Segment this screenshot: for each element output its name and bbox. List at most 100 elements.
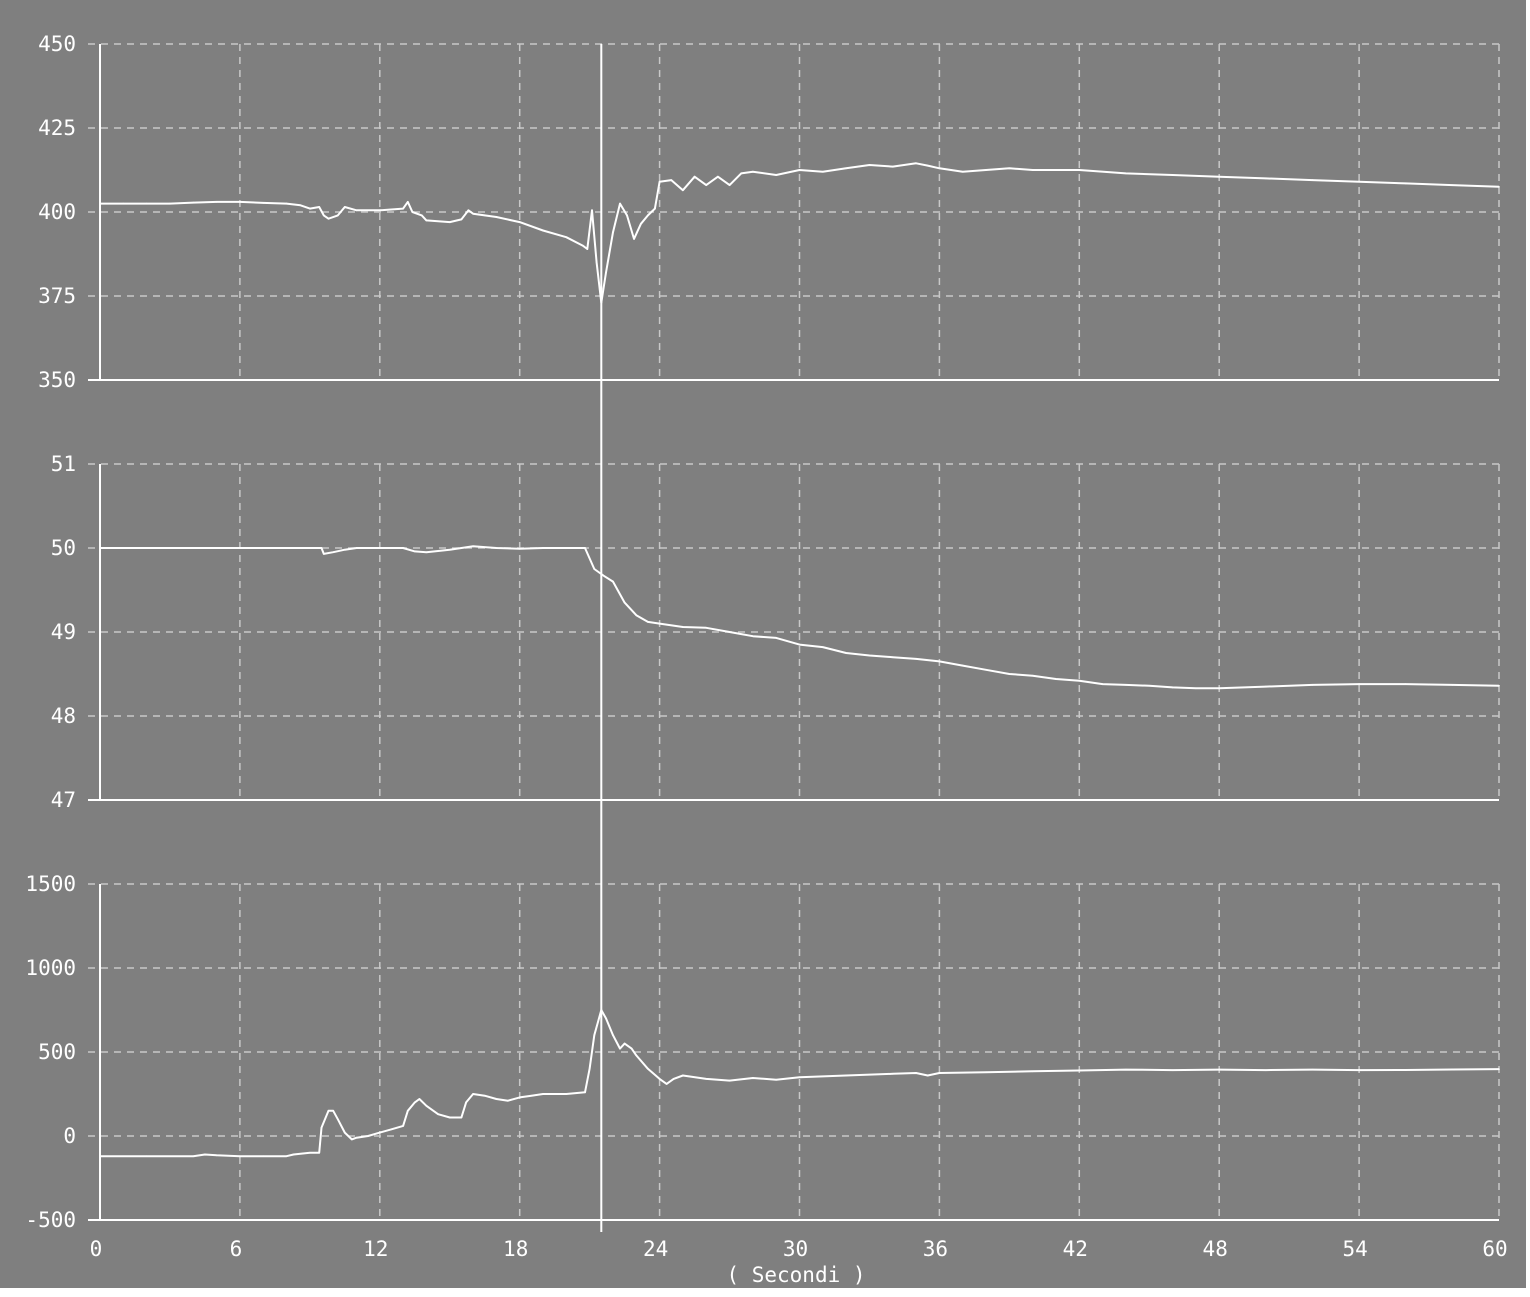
data-point [239, 1155, 241, 1157]
data-point [647, 1068, 649, 1070]
chart-panel-3: 1500 1000 500 0 -500 [25, 872, 1500, 1232]
data-point [798, 643, 801, 646]
x-axis-tick-labels: 0 6 12 18 24 30 36 42 48 54 60 [90, 1237, 1508, 1261]
y-tick-label: 51 [51, 452, 76, 476]
data-point [586, 248, 589, 250]
data-point [413, 550, 416, 553]
data-point [985, 169, 987, 171]
data-point [542, 229, 544, 232]
data-point [665, 1083, 668, 1085]
data-point [623, 601, 626, 604]
data-point [495, 216, 498, 218]
data-point [327, 217, 330, 220]
data-point [961, 664, 964, 667]
data-point [1171, 686, 1174, 689]
data-point [798, 1076, 801, 1078]
data-point [682, 626, 684, 628]
data-point [752, 170, 754, 173]
data-point [1265, 177, 1267, 180]
data-point [775, 1078, 777, 1081]
data-point [938, 167, 941, 170]
y-tick-label: -500 [25, 1208, 76, 1232]
data-point [309, 207, 311, 210]
data-point [318, 1152, 320, 1154]
x-tick-label: 42 [1063, 1237, 1088, 1261]
y-tick-label: 425 [38, 116, 76, 140]
data-point [647, 621, 649, 623]
data-point [891, 1073, 894, 1075]
data-point [402, 1125, 404, 1127]
data-point [1498, 684, 1500, 687]
data-point [682, 1074, 684, 1077]
data-point [1031, 674, 1034, 677]
data-point [483, 1094, 486, 1097]
window-border-right [1526, 0, 1530, 1292]
x-tick-label: 60 [1482, 1237, 1507, 1261]
data-point [845, 652, 847, 654]
data-point [425, 551, 428, 553]
data-point [332, 1110, 334, 1112]
data-point [938, 660, 941, 663]
data-point [845, 167, 847, 170]
data-point [495, 1098, 498, 1100]
data-point [633, 238, 635, 240]
data-point [658, 1078, 661, 1080]
data-point [285, 1155, 288, 1157]
data-point [145, 547, 148, 549]
y-tick-label: 49 [51, 620, 76, 644]
data-point [351, 1138, 353, 1141]
data-point [868, 164, 871, 166]
data-point [1311, 684, 1314, 686]
data-point [1195, 687, 1197, 690]
y-tick-label: 47 [51, 788, 76, 812]
data-point [798, 169, 801, 171]
data-point [448, 548, 451, 551]
data-point [215, 1154, 218, 1157]
data-point [542, 547, 544, 549]
data-point [1358, 1069, 1360, 1071]
data-point [593, 568, 596, 570]
panels: 450 425 400 375 350 51 50 49 48 47 1500 1000 500 0 -50… [25, 32, 1500, 1232]
data-point [239, 547, 241, 549]
data-point [868, 654, 871, 657]
data-point [402, 547, 404, 549]
data-point [1311, 179, 1314, 181]
data-point [1055, 678, 1057, 680]
data-point [418, 1098, 421, 1100]
data-point [411, 211, 414, 213]
data-point [672, 1078, 675, 1080]
data-point [299, 204, 302, 207]
y-tick-label: 400 [38, 200, 76, 224]
data-point [1451, 684, 1454, 686]
data-point [915, 1072, 917, 1074]
data-point [472, 1093, 474, 1095]
data-point [323, 553, 325, 555]
data-point [565, 1093, 568, 1095]
data-point [448, 1116, 451, 1119]
data-point [99, 202, 101, 205]
data-point [215, 201, 218, 203]
data-point [406, 201, 409, 203]
data-point [122, 202, 125, 205]
x-tick-label: 0 [90, 1237, 103, 1261]
data-point [640, 222, 642, 225]
data-point [1311, 1068, 1314, 1071]
series-line-2 [100, 545, 1500, 690]
data-point [355, 547, 358, 549]
data-point [1451, 1068, 1454, 1071]
data-point [891, 656, 894, 658]
data-point [518, 221, 521, 223]
data-point [822, 646, 824, 648]
data-point [460, 218, 463, 221]
data-point [379, 1131, 381, 1134]
data-point [337, 214, 339, 217]
data-point [204, 1153, 206, 1156]
data-point [612, 1034, 614, 1036]
data-point [591, 209, 593, 212]
data-point [602, 574, 605, 577]
x-tick-label: 6 [230, 1237, 243, 1261]
data-point [926, 1074, 929, 1077]
